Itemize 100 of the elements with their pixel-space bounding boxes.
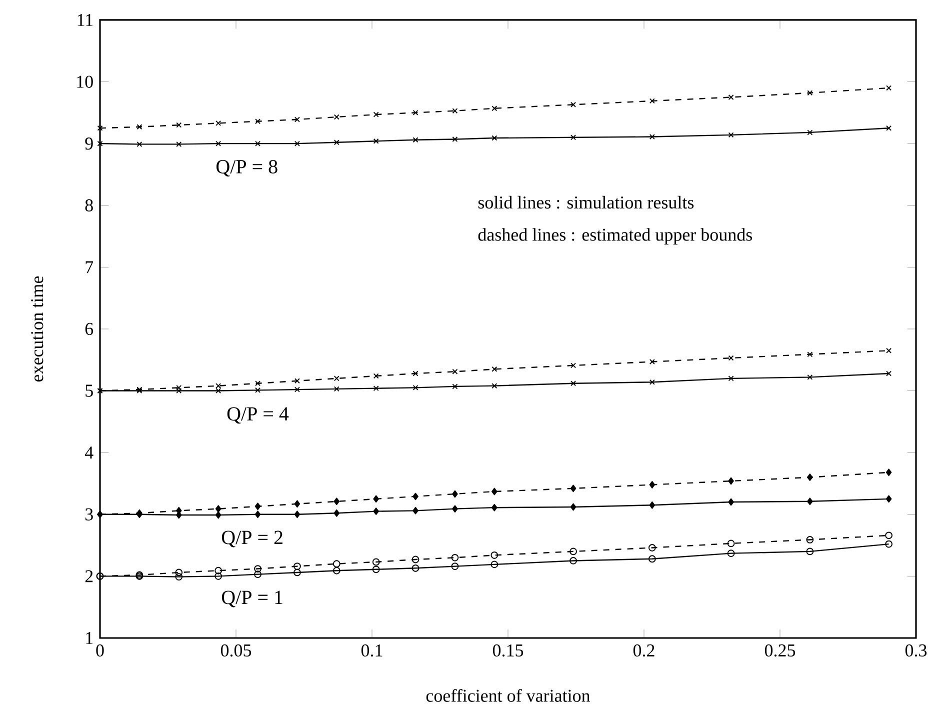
y-tick-label: 1: [86, 632, 93, 644]
point: [886, 468, 892, 476]
point: [649, 501, 656, 509]
point: [412, 137, 418, 143]
y-tick-label: 8: [85, 199, 93, 212]
point: [373, 138, 379, 144]
point: [334, 114, 340, 120]
annotation: Q/P = 2: [222, 530, 282, 548]
point: [334, 498, 340, 506]
point: [492, 135, 498, 141]
point: [254, 570, 262, 578]
point: [452, 368, 458, 374]
point: [649, 98, 655, 104]
point: [334, 376, 340, 382]
point: [412, 506, 418, 514]
point: [885, 532, 892, 540]
y-tick-label: 4: [84, 446, 94, 459]
point: [728, 94, 734, 100]
point: [807, 498, 813, 506]
point: [294, 140, 300, 146]
point: [727, 540, 735, 548]
point: [492, 488, 498, 496]
point: [255, 387, 261, 393]
point: [412, 564, 420, 572]
point: [451, 554, 459, 562]
point: [136, 141, 142, 147]
point: [570, 362, 576, 368]
point: [452, 505, 458, 513]
point: [806, 536, 814, 544]
y-tick-label: 3: [85, 508, 93, 520]
point: [570, 484, 576, 492]
point: [492, 504, 498, 512]
y-tick-label: 5: [86, 384, 93, 397]
x-tick-label: 0.2: [633, 644, 654, 657]
point: [649, 481, 656, 488]
x-tick-label: 0.1: [361, 644, 382, 657]
point: [570, 503, 576, 511]
point: [570, 380, 576, 386]
point: [570, 557, 577, 564]
y-tick-label: 6: [85, 322, 94, 336]
point: [254, 565, 262, 572]
annotation: Q/P = 1: [222, 590, 282, 608]
point: [294, 510, 300, 518]
point: [570, 134, 576, 140]
point: [412, 370, 418, 376]
point: [373, 386, 379, 392]
point: [294, 116, 300, 122]
point: [886, 85, 892, 91]
point: [373, 373, 379, 379]
point: [294, 378, 300, 384]
point: [452, 108, 458, 114]
point: [254, 510, 261, 518]
point: [452, 490, 458, 498]
point: [254, 502, 261, 510]
point: [649, 358, 655, 364]
point: [294, 500, 300, 508]
x-tick-label: 0.3: [905, 644, 927, 657]
point: [490, 560, 498, 568]
point: [807, 352, 813, 358]
point: [649, 379, 655, 385]
point: [807, 90, 813, 96]
point: [648, 544, 656, 552]
point: [451, 562, 459, 570]
point: [332, 560, 340, 568]
y-axis-title: execution time: [31, 276, 44, 382]
point: [136, 124, 142, 130]
point: [886, 495, 892, 503]
point: [886, 125, 892, 131]
point: [807, 130, 813, 136]
point: [452, 136, 458, 142]
point: [886, 348, 892, 354]
point: [334, 509, 340, 517]
point: [175, 568, 183, 576]
point: [176, 384, 182, 390]
point: [294, 568, 301, 576]
point: [452, 384, 458, 390]
point: [728, 376, 734, 382]
point: [806, 548, 814, 556]
point: [176, 141, 182, 147]
x-tick-label: 0.15: [492, 644, 524, 657]
point: [214, 566, 222, 574]
point: [255, 140, 261, 146]
x-axis-title: coefficient of variation: [426, 689, 590, 702]
point: [490, 551, 498, 559]
annotation: dashed lines : estimated upper bounds: [478, 228, 752, 244]
point: [215, 511, 222, 519]
point: [334, 140, 340, 146]
y-tick-label: 10: [77, 76, 93, 88]
point: [373, 112, 379, 118]
point: [175, 573, 183, 581]
point: [216, 120, 222, 126]
annotation: Q/P = 8: [216, 160, 278, 177]
point: [412, 384, 418, 390]
point: [334, 386, 340, 392]
point: [372, 558, 380, 566]
point: [728, 355, 734, 361]
point: [412, 110, 418, 116]
point: [570, 548, 577, 556]
annotation: solid lines : simulation results: [478, 196, 694, 209]
point: [728, 477, 734, 485]
